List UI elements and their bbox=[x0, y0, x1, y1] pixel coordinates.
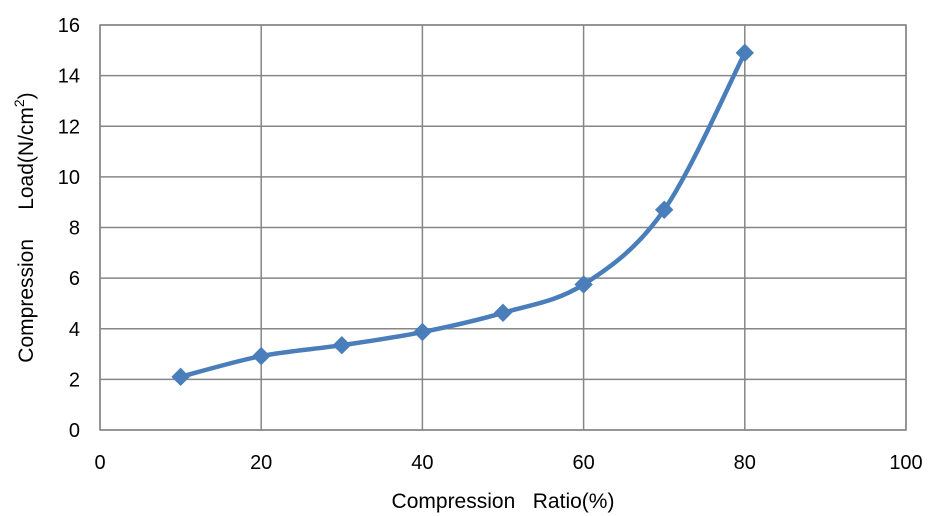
y-tick-label: 16 bbox=[58, 15, 80, 37]
data-point-marker bbox=[171, 367, 190, 387]
tick-labels: 0 20 40 60 80 100 0 2 4 6 8 10 12 14 16 bbox=[58, 15, 923, 474]
x-tick-label: 60 bbox=[572, 452, 594, 474]
y-tick-label: 0 bbox=[69, 420, 80, 442]
y-tick-label: 4 bbox=[69, 319, 80, 341]
data-point-marker bbox=[574, 275, 593, 294]
y-tick-label: 12 bbox=[58, 116, 80, 138]
y-axis-title: Compression Load(N/cm2) bbox=[11, 92, 38, 362]
y-axis-title-superscript: 2 bbox=[11, 99, 27, 107]
y-axis-title-close: ) bbox=[15, 92, 38, 99]
y-tick-label: 14 bbox=[58, 66, 80, 88]
data-point-marker bbox=[654, 200, 674, 219]
data-point-marker bbox=[332, 335, 352, 355]
x-tick-label: 40 bbox=[411, 452, 433, 474]
series-layer bbox=[171, 43, 755, 387]
data-point-marker bbox=[413, 322, 432, 342]
grid-lines bbox=[99, 24, 907, 431]
y-axis-title-main: Compression Load(N/cm bbox=[15, 107, 38, 363]
data-point-marker bbox=[493, 303, 513, 323]
y-tick-label: 2 bbox=[69, 369, 80, 391]
x-axis-title: Compression Ratio(%) bbox=[392, 490, 615, 513]
data-point-marker bbox=[251, 346, 271, 366]
y-tick-label: 6 bbox=[69, 268, 80, 290]
y-tick-label: 10 bbox=[58, 167, 80, 189]
x-tick-label: 20 bbox=[250, 452, 272, 474]
plot-area-frame bbox=[99, 24, 907, 431]
x-tick-label: 0 bbox=[94, 452, 105, 474]
data-point-marker bbox=[735, 43, 755, 63]
y-tick-label: 8 bbox=[69, 218, 80, 240]
x-tick-label: 80 bbox=[734, 452, 756, 474]
x-tick-label: 100 bbox=[889, 452, 922, 474]
